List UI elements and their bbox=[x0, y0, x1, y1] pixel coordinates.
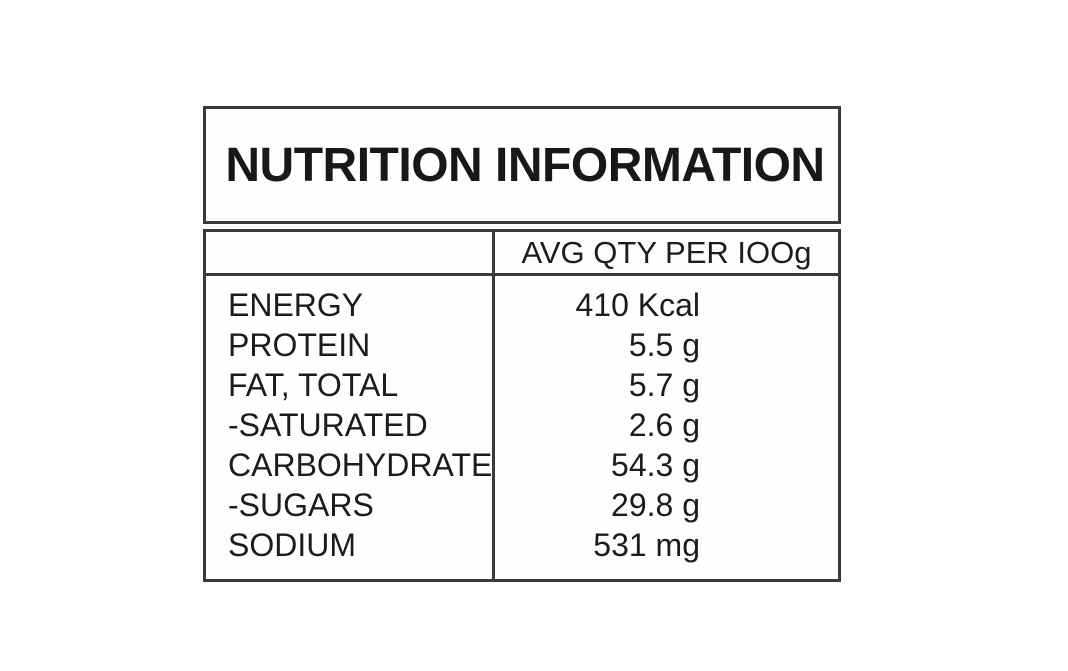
nutrient-name-column: ENERGY PROTEIN FAT, TOTAL -SATURATED CAR… bbox=[206, 276, 495, 579]
nutrient-value-sugars: 29.8 g bbox=[611, 487, 700, 523]
nutrient-value-column: 410 Kcal 5.5 g 5.7 g 2.6 g 54.3 g 29.8 g… bbox=[495, 276, 838, 579]
title-content-divider-gap bbox=[203, 224, 841, 229]
nutrient-name-saturated: -SATURATED bbox=[228, 407, 428, 443]
nutrition-label: NUTRITION INFORMATION AVG QTY PER IOOg E… bbox=[203, 106, 841, 582]
nutrient-value-carbohydrate: 54.3 g bbox=[611, 447, 700, 483]
header-cell-empty bbox=[206, 232, 495, 273]
title-box: NUTRITION INFORMATION bbox=[203, 106, 841, 224]
content-box: AVG QTY PER IOOg ENERGY PROTEIN FAT, TOT… bbox=[203, 229, 841, 582]
nutrient-value-energy: 410 Kcal bbox=[575, 287, 700, 323]
nutrient-value-fat-total: 5.7 g bbox=[628, 367, 700, 403]
nutrient-value-protein: 5.5 g bbox=[628, 327, 700, 363]
nutrient-table: ENERGY PROTEIN FAT, TOTAL -SATURATED CAR… bbox=[206, 276, 838, 579]
nutrient-value-sodium: 531 mg bbox=[593, 527, 700, 563]
nutrient-name-sodium: SODIUM bbox=[228, 527, 356, 563]
nutrient-value-saturated: 2.6 g bbox=[628, 407, 700, 443]
avg-qty-column-header: AVG QTY PER IOOg bbox=[521, 234, 812, 270]
nutrient-name-energy: ENERGY bbox=[228, 287, 364, 323]
nutrition-information-title: NUTRITION INFORMATION bbox=[225, 138, 825, 192]
table-header-row: AVG QTY PER IOOg bbox=[206, 232, 838, 276]
nutrient-name-sugars: -SUGARS bbox=[228, 487, 374, 523]
nutrient-name-carbohydrate: CARBOHYDRATE bbox=[228, 447, 493, 483]
nutrient-name-protein: PROTEIN bbox=[228, 327, 371, 363]
nutrient-name-fat-total: FAT, TOTAL bbox=[228, 367, 399, 403]
